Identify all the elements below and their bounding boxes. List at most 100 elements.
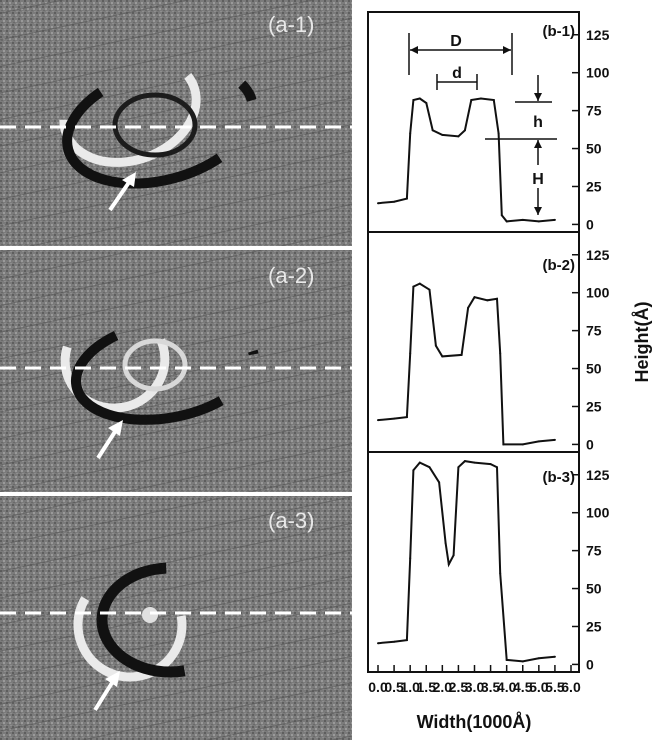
data-point	[377, 642, 379, 645]
data-point	[405, 197, 408, 200]
afm-label: (a-3)	[268, 508, 314, 533]
afm-ring-dark	[62, 61, 258, 189]
data-point	[497, 132, 500, 135]
data-point	[409, 557, 412, 560]
x-tick-label: 4.5	[513, 679, 533, 695]
y-tick-label: 125	[586, 467, 610, 483]
data-point	[463, 460, 466, 463]
arrow-head	[105, 671, 120, 687]
data-point	[405, 639, 408, 642]
series-trace-b2	[377, 282, 556, 446]
afm-inner-ring	[112, 92, 198, 158]
y-tick-label: 50	[586, 141, 602, 157]
afm-panel-a2: (a-2)	[0, 250, 352, 492]
data-point	[441, 355, 444, 358]
afm-ring-bright	[60, 307, 170, 413]
data-point	[409, 132, 412, 135]
data-point	[412, 285, 415, 288]
data-point	[496, 297, 498, 300]
panel-label: (b-1)	[543, 23, 576, 40]
data-point	[463, 129, 466, 132]
data-point	[452, 554, 455, 557]
data-point	[486, 299, 489, 302]
x-tick-label: 5.0	[529, 679, 549, 695]
data-point	[467, 306, 470, 309]
x-tick-label: 2.0	[433, 679, 453, 695]
y-tick-label: 25	[586, 399, 602, 415]
data-point	[460, 353, 463, 356]
data-point	[496, 466, 498, 469]
y-tick-label: 50	[586, 581, 602, 597]
x-tick-label: 0.5	[384, 679, 404, 695]
y-tick-label: 0	[586, 436, 594, 452]
y-tick-label: 100	[586, 65, 610, 81]
y-tick-label: 75	[586, 543, 602, 559]
x-tick-label: 0.0	[368, 679, 388, 695]
data-point	[393, 200, 396, 203]
data-point	[473, 461, 476, 464]
data-point	[553, 655, 556, 658]
data-point	[393, 640, 396, 643]
data-point	[457, 466, 460, 469]
data-point	[505, 658, 508, 661]
series-line	[377, 460, 555, 663]
afm-inner-ring	[122, 338, 188, 392]
annotation-D: D	[450, 33, 462, 50]
series-line	[377, 97, 555, 223]
plot-panel-b2: (b-2)	[367, 231, 580, 453]
data-point	[537, 657, 540, 660]
plot-panel-b1: D d h H (b-1)	[367, 11, 580, 233]
data-point	[447, 563, 450, 566]
data-point	[425, 102, 428, 104]
data-point	[553, 438, 556, 441]
data-point	[434, 344, 437, 347]
panel-label: (b-2)	[543, 257, 576, 274]
y-tick-label: 25	[586, 179, 602, 195]
annotation-H: H	[532, 171, 544, 188]
y-tick-label: 25	[586, 619, 602, 635]
x-tick-label: 1.5	[417, 679, 437, 695]
series-line	[377, 282, 555, 446]
data-point	[441, 133, 444, 136]
data-point	[393, 417, 396, 420]
afm-label: (a-1)	[268, 12, 314, 37]
y-axis-label: Height(Å)	[632, 302, 652, 383]
data-point	[428, 466, 431, 469]
data-point	[412, 99, 415, 101]
y-tick-label: 50	[586, 361, 602, 377]
y-tick-labels: 0 25 50 75 100 125 0 25 50 75 100 125 0 25 50 75 100 125	[572, 27, 610, 672]
y-tick-label: 75	[586, 323, 602, 339]
data-point	[412, 469, 415, 472]
data-point	[479, 97, 482, 100]
x-tick-label: 3.5	[481, 679, 501, 695]
y-tick-label: 125	[586, 247, 610, 263]
x-tick-labels: 0.00.51.01.52.02.53.03.54.04.55.05.56.0	[368, 665, 581, 695]
y-tick-label: 0	[586, 216, 594, 232]
x-tick-label: 5.5	[545, 679, 565, 695]
data-point	[500, 214, 503, 217]
x-tick-label: 3.0	[465, 679, 485, 695]
data-point	[418, 461, 421, 464]
data-point	[470, 99, 473, 101]
panel-label: (b-3)	[543, 469, 576, 486]
series-trace-b1	[377, 97, 556, 223]
data-point	[473, 296, 476, 299]
y-tick-label: 100	[586, 505, 610, 521]
data-point	[405, 416, 408, 419]
data-point	[431, 129, 434, 132]
plot-panel-b3: (b-3)	[367, 451, 580, 673]
afm-ring-bright	[73, 568, 187, 682]
x-tick-label: 4.0	[497, 679, 517, 695]
x-tick-label: 2.5	[449, 679, 469, 695]
data-point	[377, 419, 379, 422]
afm-ring-dark	[70, 315, 260, 425]
data-point	[521, 443, 524, 446]
data-point	[553, 218, 556, 221]
data-point	[428, 288, 431, 291]
data-point	[502, 443, 505, 446]
y-tick-label: 0	[586, 656, 594, 672]
x-tick-label: 1.0	[400, 679, 420, 695]
data-point	[499, 352, 502, 355]
series-trace-b3	[377, 460, 556, 663]
